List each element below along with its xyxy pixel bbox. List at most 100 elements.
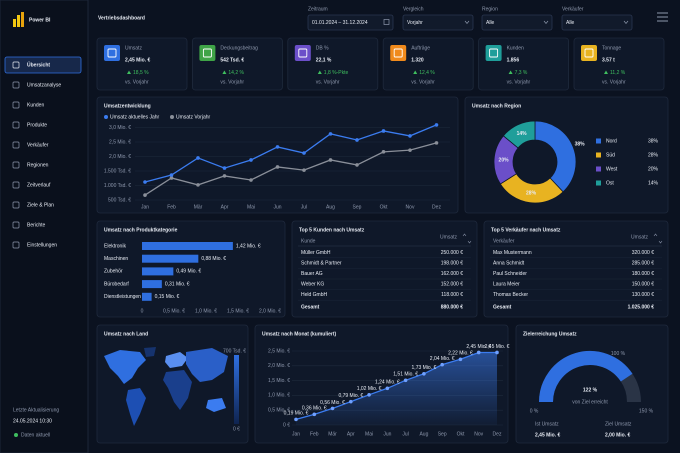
chart-title: Umsatz nach Region (472, 103, 521, 109)
filter-box[interactable] (561, 14, 633, 31)
chart-title: Umsatz nach Land (104, 331, 148, 337)
nav-item[interactable]: Kunden (27, 102, 44, 108)
cell: Bauer AG (301, 271, 323, 277)
x-tick-label: Jul (402, 431, 408, 437)
x-tick-label: Apr (221, 204, 229, 210)
gauge-tick-label: 150 % (639, 408, 654, 414)
filter-box[interactable] (402, 14, 474, 31)
x-tick-label: Apr (347, 431, 355, 437)
legend-label: Süd (606, 152, 615, 158)
filter-box[interactable] (307, 14, 394, 31)
point (196, 183, 200, 187)
category-label: Maschinen (104, 256, 128, 262)
segment-label: 28% (526, 191, 537, 197)
series-line (144, 142, 437, 196)
kpi-change: 12,4 % (419, 70, 435, 76)
kpi-value: 2,45 Mio. € (125, 57, 151, 63)
series-line (295, 351, 497, 421)
nav-icon (12, 141, 20, 149)
category-label: Zubehör (104, 269, 123, 275)
panel (291, 220, 478, 318)
filter-label: Verkäufer (562, 6, 584, 12)
series-line (144, 124, 437, 183)
up-arrow (222, 70, 227, 74)
total-value: 1.025.000 € (628, 304, 655, 310)
point (312, 412, 317, 417)
kpi-icon (581, 45, 597, 61)
point (381, 129, 386, 133)
gauge-value (539, 351, 633, 403)
value-label: 1,51 Mio. € (393, 372, 418, 378)
total-value: 880.000 € (441, 304, 463, 310)
kpi-value: 22,1 % (316, 57, 332, 63)
legend-dot (170, 115, 174, 119)
page-title: Vertriebsdashboard (98, 15, 145, 21)
kpi-glyph (393, 48, 403, 58)
chevron (543, 20, 549, 25)
table-title: Top 5 Verkäufer nach Umsatz (491, 227, 561, 233)
last-update: 24.05.2024 10:30 (13, 418, 52, 424)
y-tick-label: 1.000 Tsd. € (104, 183, 131, 189)
stat-label: Ziel Umsatz (605, 421, 632, 427)
x-tick-label: Nov (474, 431, 483, 437)
filter-value: Alle (566, 20, 575, 26)
category-label: Bürobedarf (104, 281, 129, 287)
filter-label: Vergleich (403, 6, 424, 12)
bar (142, 242, 233, 250)
value-label: 0,31 Mio. € (165, 281, 190, 287)
nav-item[interactable]: Zeitverlauf (27, 182, 51, 188)
column-header: Umsatz (631, 234, 648, 240)
value-label: 0,56 Mio. € (320, 400, 345, 406)
filter-label: Region (482, 6, 498, 12)
segment-label: 14% (517, 131, 528, 137)
cell: 198.000 € (441, 260, 463, 266)
hamburger[interactable] (657, 12, 668, 22)
cell: Anna Schmidt (493, 260, 525, 266)
point (328, 158, 333, 162)
up-arrow (317, 70, 322, 74)
kpi-glyph (202, 48, 212, 58)
x-tick-label: Aug (326, 204, 335, 210)
kpi-change: 11,2 % (610, 70, 626, 76)
donut-segment (534, 120, 577, 193)
nav-item[interactable]: Produkte (27, 122, 47, 128)
x-tick-label: Jun (273, 204, 281, 210)
point (143, 193, 147, 197)
up-arrow (413, 70, 418, 74)
column-header: Verkäufer (493, 238, 515, 244)
nav-item[interactable]: Berichte (27, 222, 46, 228)
kpi-glyph (489, 48, 499, 58)
nav-item[interactable]: Ziele & Plan (27, 202, 54, 208)
map-legend-max: 700 Tsd. € (223, 348, 246, 354)
y-tick-label: 1,5 Mio. € (268, 378, 290, 384)
point (381, 150, 386, 154)
nav-item[interactable]: Regionen (27, 162, 49, 168)
nav-item[interactable]: Verkäufer (27, 142, 49, 148)
sort-icon (653, 233, 663, 244)
point (367, 393, 371, 397)
nav-item[interactable]: Umsatzanalyse (27, 82, 61, 88)
nav-item[interactable]: Übersicht (27, 61, 50, 68)
donut-segment (502, 120, 536, 149)
nav-icon (12, 61, 20, 69)
point (249, 178, 253, 182)
sort-icon (462, 233, 472, 244)
filter-label: Zeitraum (308, 6, 328, 12)
y-tick-label: 2,0 Mio. € (109, 154, 131, 160)
x-tick-label: Jun (383, 431, 391, 437)
legend-value: 20% (648, 166, 659, 172)
filter-box[interactable] (481, 14, 553, 31)
y-tick-label: 1,0 Mio. € (268, 393, 290, 399)
point (249, 158, 253, 162)
x-tick-label: Feb (310, 431, 319, 437)
cell: Schmidt & Partner (301, 260, 342, 266)
x-tick-label: Dez (493, 431, 502, 437)
app-name: Power BI (29, 17, 51, 23)
point (222, 174, 227, 178)
point (169, 176, 174, 180)
y-tick-label: 0 € (283, 422, 290, 428)
legend-swatch (596, 138, 601, 144)
nav-item[interactable]: Einstellungen (27, 242, 57, 248)
map-legend-scale (234, 355, 239, 424)
kpi-note: vs. Vorjahr (411, 79, 435, 85)
